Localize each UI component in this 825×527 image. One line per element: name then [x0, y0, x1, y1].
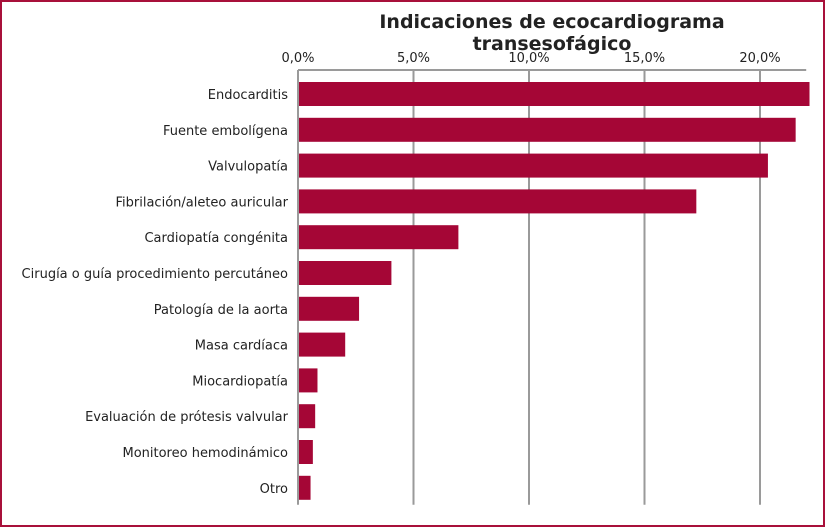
category-label: Monitoreo hemodinámico — [122, 446, 288, 461]
chart-title: Indicaciones de ecocardiograma transesof… — [379, 11, 725, 55]
x-tick-label: 10,0% — [508, 51, 549, 66]
x-tick-label: 0,0% — [281, 51, 314, 66]
bar — [299, 189, 697, 214]
category-label: Cardiopatía congénita — [144, 231, 288, 246]
category-label: Fuente embolígena — [163, 124, 288, 139]
x-tick-label: 20,0% — [739, 51, 780, 66]
category-label: Fibrilación/aleteo auricular — [116, 195, 289, 210]
bar — [299, 296, 360, 321]
category-label: Valvulopatía — [208, 160, 288, 175]
x-tick-label: 5,0% — [397, 51, 430, 66]
bar — [299, 404, 316, 429]
bar — [299, 82, 810, 106]
category-label: Otro — [260, 482, 288, 497]
x-tick-label: 15,0% — [624, 51, 665, 66]
category-label: Miocardiopatía — [192, 374, 288, 389]
category-label: Evaluación de prótesis valvular — [85, 410, 289, 425]
category-label: Endocarditis — [208, 88, 288, 103]
category-label: Cirugía o guía procedimiento percutáneo — [22, 267, 288, 282]
bar — [299, 153, 768, 178]
category-label: Patología de la aorta — [154, 303, 288, 318]
bar — [299, 117, 796, 142]
bar — [299, 332, 346, 357]
bar — [299, 475, 311, 500]
bar — [299, 440, 313, 464]
bar — [299, 225, 459, 250]
category-label: Masa cardíaca — [195, 339, 288, 354]
bar — [299, 261, 392, 285]
bar — [299, 368, 318, 393]
